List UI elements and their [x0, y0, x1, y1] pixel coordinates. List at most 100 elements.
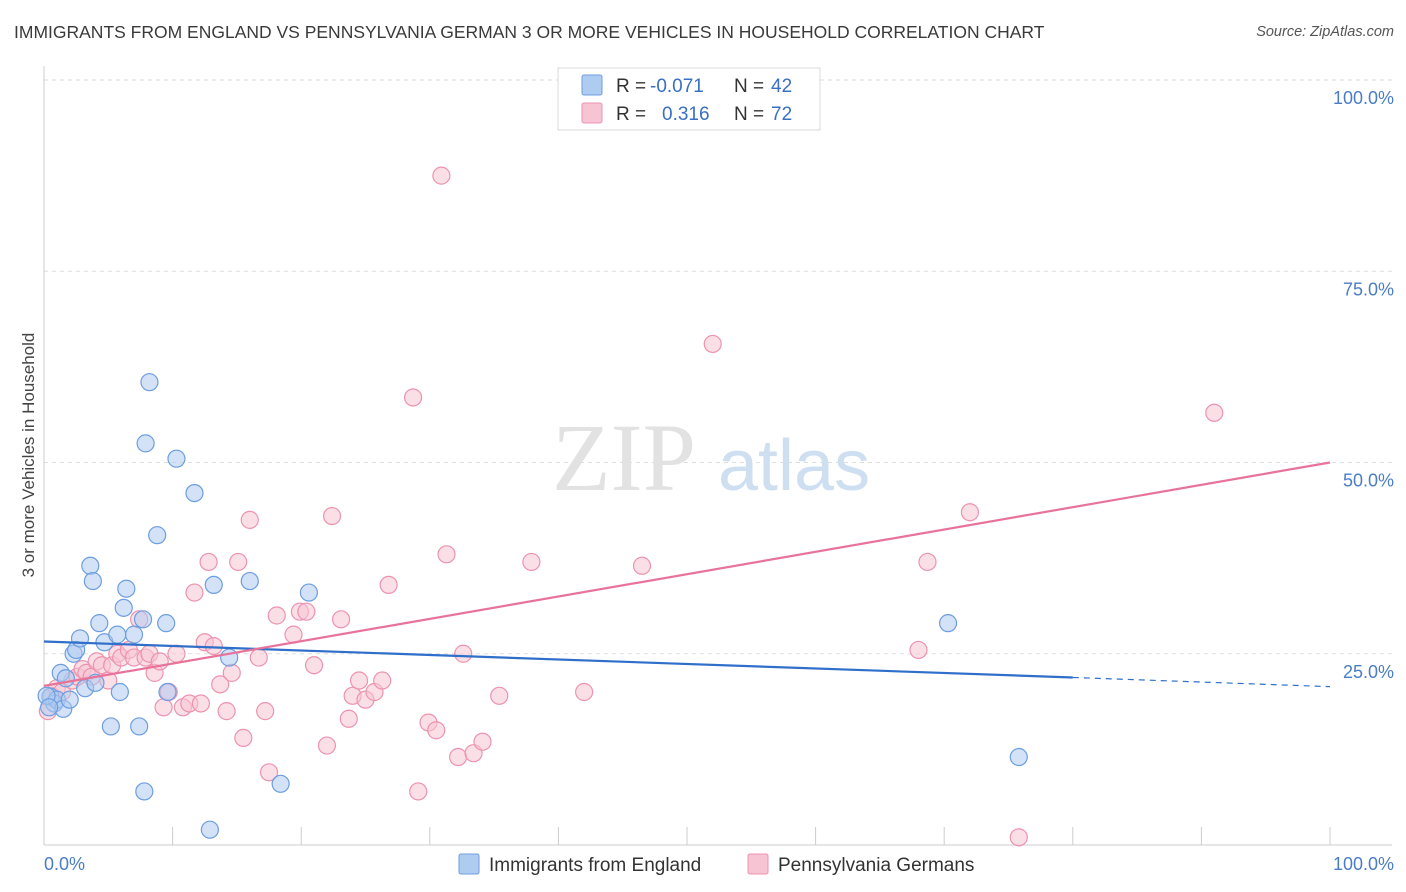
- point-pagerman: [437, 545, 456, 564]
- point-england: [90, 614, 109, 633]
- point-england: [108, 625, 127, 644]
- point-england: [299, 583, 319, 602]
- trend-line-pagerman: [43, 461, 1331, 687]
- legend-r-value-england: -0.071: [650, 76, 704, 97]
- point-pagerman: [322, 506, 342, 526]
- trend-line-england: [43, 640, 1073, 679]
- point-pagerman: [403, 388, 423, 407]
- point-pagerman: [211, 675, 230, 694]
- point-pagerman: [432, 166, 451, 185]
- y-tick-label: 75.0%: [1343, 279, 1394, 299]
- point-pagerman: [448, 747, 468, 767]
- point-england: [83, 571, 102, 591]
- watermark: ZIP atlas: [552, 404, 870, 511]
- point-pagerman: [349, 671, 369, 690]
- y-tick-label: 50.0%: [1343, 471, 1394, 491]
- watermark-atlas: atlas: [718, 426, 870, 506]
- legend: R = -0.071 N = 42 R = 0.316 N = 72: [557, 67, 821, 131]
- point-england: [114, 598, 133, 617]
- point-england: [185, 484, 204, 503]
- source-credit: Source: ZipAtlas.com: [1256, 24, 1394, 40]
- point-england: [110, 682, 129, 702]
- legend-n-value-england: 42: [771, 76, 792, 97]
- point-england: [135, 782, 154, 801]
- point-pagerman: [1009, 828, 1028, 847]
- point-pagerman: [317, 736, 337, 755]
- legend-n-label-england: N =: [734, 76, 764, 97]
- point-pagerman: [1205, 403, 1224, 422]
- point-pagerman: [249, 648, 268, 667]
- point-pagerman: [473, 732, 492, 751]
- point-england: [117, 579, 136, 598]
- point-pagerman: [575, 682, 594, 702]
- point-england: [70, 629, 90, 648]
- point-pagerman: [240, 510, 259, 529]
- point-pagerman: [373, 671, 392, 690]
- point-pagerman: [427, 721, 446, 740]
- point-england: [204, 575, 223, 595]
- point-pagerman: [960, 503, 980, 522]
- point-pagerman: [703, 334, 722, 354]
- bottom-legend: Immigrants from England Pennsylvania Ger…: [458, 853, 974, 876]
- gridlines: [44, 79, 1392, 655]
- point-england: [158, 682, 177, 702]
- legend-swatch-pagerman: [581, 102, 603, 124]
- tick-labels: 25.0% 50.0% 75.0% 100.0% 0.0% 100.0%: [44, 88, 1394, 874]
- point-england: [124, 625, 144, 644]
- bottom-legend-label-england: Immigrants from England: [489, 855, 701, 876]
- trend-lines: [43, 461, 1331, 688]
- point-pagerman: [522, 552, 541, 572]
- point-pagerman: [191, 694, 210, 713]
- bottom-legend-swatch-pagerman: [747, 853, 769, 875]
- point-pagerman: [267, 606, 286, 625]
- legend-r-label-pagerman: R =: [616, 104, 646, 125]
- point-pagerman: [304, 656, 324, 675]
- point-pagerman: [199, 552, 218, 572]
- x-tick-label-min: 0.0%: [44, 854, 85, 874]
- point-pagerman: [154, 698, 173, 717]
- point-pagerman: [256, 702, 275, 721]
- trend-line-england-extension: [1072, 676, 1331, 688]
- bottom-legend-swatch-england: [458, 853, 480, 875]
- data-points: [37, 166, 1224, 847]
- legend-n-value-pagerman: 72: [771, 104, 792, 125]
- point-pagerman: [331, 610, 351, 629]
- y-tick-label: 100.0%: [1333, 88, 1394, 108]
- point-england: [200, 820, 219, 839]
- x-tick-label-max: 100.0%: [1333, 854, 1394, 874]
- y-axis-label: 3 or more Vehicles in Household: [19, 333, 38, 578]
- point-england: [240, 571, 259, 591]
- point-england: [140, 373, 159, 392]
- point-england: [40, 698, 59, 717]
- legend-swatch-england: [581, 74, 603, 96]
- point-pagerman: [259, 763, 279, 782]
- point-pagerman: [339, 709, 358, 728]
- point-pagerman: [204, 636, 223, 656]
- point-england: [157, 614, 176, 633]
- chart-title: IMMIGRANTS FROM ENGLAND VS PENNSYLVANIA …: [14, 22, 1045, 42]
- legend-r-label-england: R =: [616, 76, 646, 97]
- point-pagerman: [454, 644, 473, 663]
- point-england: [271, 774, 290, 793]
- point-pagerman: [185, 583, 204, 602]
- point-pagerman: [632, 556, 652, 575]
- legend-n-label-pagerman: N =: [734, 104, 764, 125]
- point-pagerman: [490, 686, 509, 705]
- point-england: [1009, 747, 1028, 767]
- point-pagerman: [297, 602, 316, 621]
- point-pagerman: [222, 663, 241, 682]
- point-pagerman: [229, 552, 248, 572]
- point-pagerman: [167, 644, 186, 663]
- watermark-zip: ZIP: [552, 404, 696, 511]
- point-pagerman: [379, 575, 398, 595]
- point-pagerman: [918, 552, 937, 572]
- point-pagerman: [217, 702, 236, 721]
- point-england: [81, 556, 100, 575]
- bottom-legend-label-pagerman: Pennsylvania Germans: [778, 855, 974, 876]
- point-england: [938, 614, 958, 633]
- legend-r-value-pagerman: 0.316: [662, 104, 710, 125]
- point-england: [60, 690, 79, 709]
- point-pagerman: [234, 728, 253, 748]
- point-england: [133, 610, 153, 629]
